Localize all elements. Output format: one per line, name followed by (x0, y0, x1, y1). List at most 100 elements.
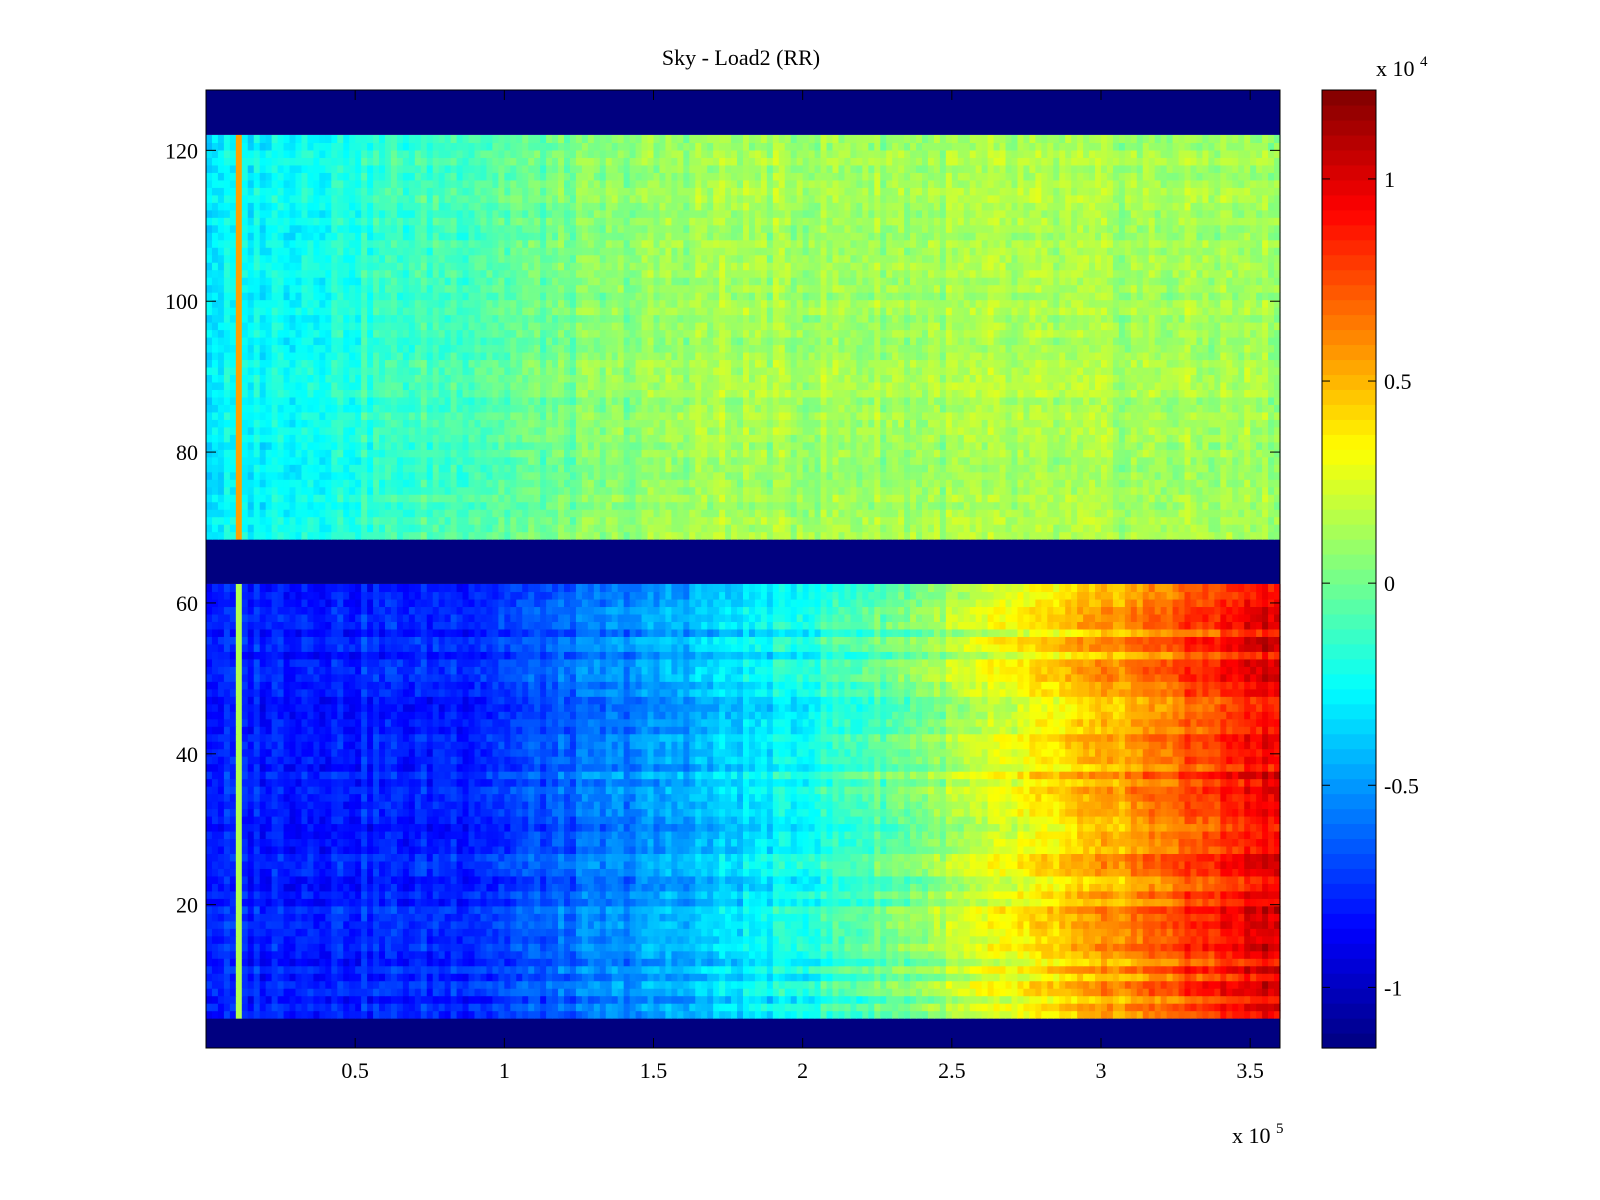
heatmap-cell (1106, 815, 1114, 825)
heatmap-cell (498, 973, 505, 982)
heatmap-cell (1250, 815, 1257, 825)
heatmap-cell (235, 920, 243, 929)
heatmap-cell (1154, 920, 1162, 929)
heatmap-cell (719, 988, 726, 997)
heatmap-cell (719, 913, 726, 922)
heatmap-cell (522, 1010, 529, 1019)
heatmap-cell (605, 808, 613, 817)
heatmap-cell (438, 1003, 446, 1012)
heatmap-cell (719, 935, 726, 944)
heatmap-cell (1017, 890, 1025, 899)
heatmap-cell (617, 958, 625, 967)
heatmap-cell (307, 935, 314, 944)
heatmap-cell (456, 995, 464, 1004)
heatmap-cell (778, 965, 786, 974)
heatmap-cell (880, 815, 887, 825)
heatmap-cell (910, 958, 917, 967)
heatmap-cell (355, 1003, 362, 1012)
heatmap-cell (874, 935, 881, 944)
heatmap-cell (1232, 830, 1239, 840)
heatmap-cell (1029, 860, 1036, 869)
heatmap-cell (271, 883, 279, 892)
heatmap-cell (641, 860, 649, 869)
heatmap-cell (1053, 838, 1060, 847)
heatmap-cell (1226, 1003, 1233, 1012)
heatmap-cell (420, 890, 428, 899)
heatmap-cell (886, 823, 893, 832)
heatmap-cell (438, 1010, 446, 1019)
heatmap-cell (283, 830, 291, 840)
heatmap-cell (1041, 950, 1048, 959)
heatmap-cell (396, 853, 404, 862)
heatmap-cell (283, 875, 291, 884)
heatmap-cell (522, 973, 529, 982)
heatmap-cell (1041, 928, 1048, 937)
heatmap-cell (665, 875, 672, 884)
heatmap-cell (420, 905, 428, 914)
heatmap-cell (1184, 958, 1192, 967)
heatmap-cell (605, 1003, 613, 1012)
heatmap-cell (850, 928, 857, 937)
heatmap-cell (546, 1003, 553, 1012)
heatmap-cell (546, 958, 553, 967)
heatmap-cell (975, 965, 983, 974)
heatmap-cell (790, 815, 798, 825)
heatmap-cell (1256, 973, 1263, 982)
heatmap-cell (235, 838, 243, 847)
heatmap-cell (206, 973, 213, 982)
heatmap-cell (408, 875, 416, 884)
heatmap-cell (850, 868, 857, 877)
heatmap-cell (331, 823, 338, 832)
heatmap-cell (516, 913, 523, 922)
heatmap-cell (1071, 838, 1078, 847)
heatmap-cell (444, 853, 452, 862)
heatmap-cell (223, 868, 231, 877)
heatmap-cell (707, 1003, 714, 1012)
heatmap-cell (450, 853, 458, 862)
heatmap-cell (963, 935, 971, 944)
heatmap-cell (975, 935, 983, 944)
heatmap-cell (814, 860, 822, 869)
heatmap-cell (1005, 898, 1013, 907)
heatmap-cell (844, 860, 851, 869)
heatmap-cell (951, 808, 959, 817)
heatmap-cell (945, 943, 953, 952)
heatmap-cell (1029, 935, 1036, 944)
heatmap-cell (432, 1010, 440, 1019)
heatmap-cell (874, 995, 881, 1004)
heatmap-cell (474, 845, 482, 855)
heatmap-cell (492, 875, 499, 884)
heatmap-cell (838, 875, 846, 884)
heatmap-cell (778, 973, 786, 982)
heatmap-cell (1124, 898, 1132, 907)
heatmap-cell (217, 1010, 225, 1019)
heatmap-cell (683, 913, 690, 922)
heatmap-cell (969, 928, 977, 937)
heatmap-cell (468, 883, 476, 892)
heatmap-cell (444, 838, 452, 847)
heatmap-cell (778, 928, 786, 937)
heatmap-cell (886, 883, 893, 892)
heatmap-cell (766, 860, 774, 869)
heatmap-cell (355, 898, 362, 907)
heatmap-cell (796, 838, 804, 847)
heatmap-cell (450, 875, 458, 884)
heatmap-cell (719, 958, 726, 967)
heatmap-cell (975, 860, 983, 869)
heatmap-cell (516, 815, 523, 825)
heatmap-cell (1250, 845, 1257, 855)
heatmap-cell (629, 988, 637, 997)
heatmap-cell (641, 875, 649, 884)
heatmap-cell (587, 883, 595, 892)
heatmap-cell (450, 935, 458, 944)
heatmap-cell (862, 845, 869, 855)
heatmap-cell (695, 943, 702, 952)
heatmap-cell (748, 980, 756, 989)
heatmap-cell (510, 943, 517, 952)
heatmap-cell (1047, 935, 1054, 944)
heatmap-cell (957, 935, 965, 944)
heatmap-cell (1256, 860, 1263, 869)
heatmap-cell (701, 830, 708, 840)
heatmap-cell (820, 860, 828, 869)
heatmap-cell (659, 980, 667, 989)
